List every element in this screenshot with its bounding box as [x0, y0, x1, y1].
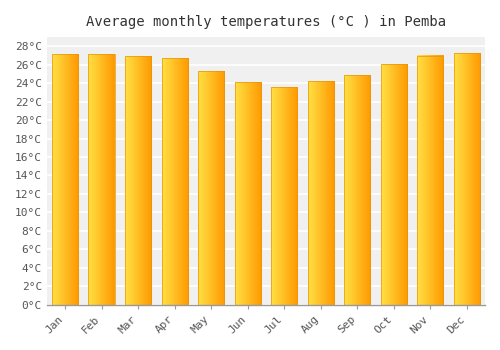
Bar	[380, 64, 407, 304]
Bar	[234, 82, 261, 304]
Bar	[162, 58, 188, 304]
Bar	[417, 56, 444, 304]
Bar	[271, 87, 297, 304]
Bar	[454, 53, 480, 304]
Bar	[125, 56, 152, 304]
Title: Average monthly temperatures (°C ) in Pemba: Average monthly temperatures (°C ) in Pe…	[86, 15, 446, 29]
Bar	[88, 54, 115, 304]
Bar	[198, 71, 224, 304]
Bar	[344, 75, 370, 304]
Bar	[52, 54, 78, 304]
Bar	[308, 82, 334, 304]
